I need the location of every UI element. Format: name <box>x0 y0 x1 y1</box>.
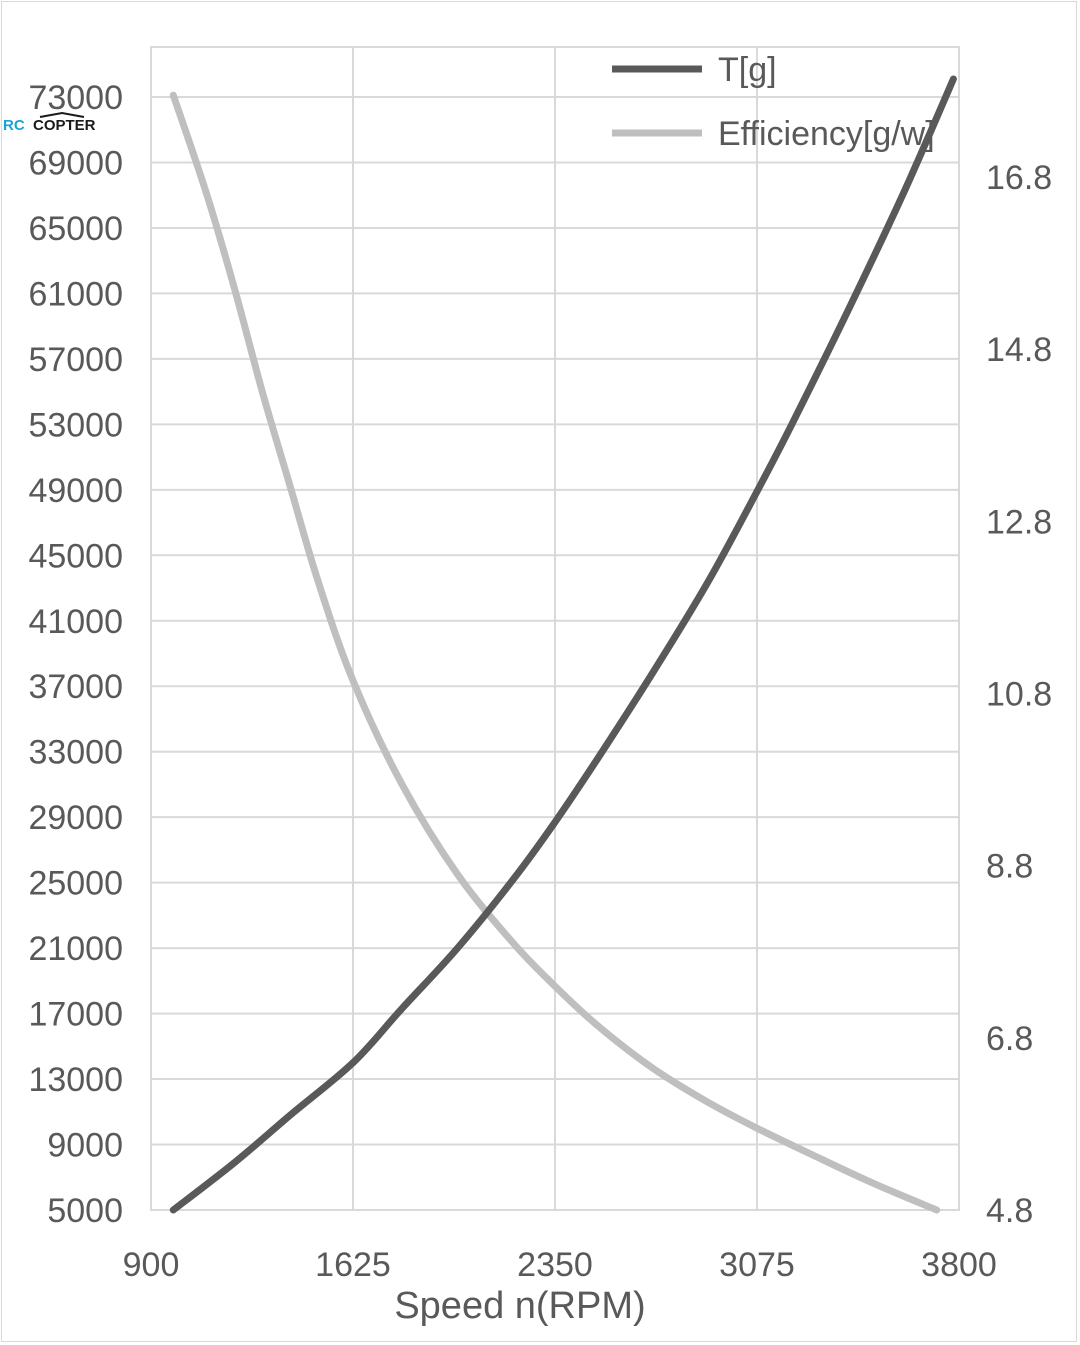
watermark-drone-icon <box>39 111 85 118</box>
legend: T[g] Efficiency[g/w] <box>612 51 935 153</box>
y-left-tick-label: 21000 <box>28 930 123 968</box>
y-left-tick-label: 5000 <box>47 1192 123 1230</box>
x-tick-label: 900 <box>123 1246 180 1284</box>
y-left-tick-label: 61000 <box>28 275 123 313</box>
y-left-tick-label: 29000 <box>28 799 123 837</box>
grid-layer <box>150 47 960 1211</box>
y-left-tick-label: 49000 <box>28 472 123 510</box>
y-right-tick-label: 16.8 <box>986 159 1052 197</box>
y-right-axis-ticks: 4.8 6.8 8.8 10.8 12.8 14.8 16.8 <box>986 159 1052 1230</box>
y-right-tick-label: 4.8 <box>986 1192 1033 1230</box>
x-tick-label: 3075 <box>719 1246 795 1284</box>
watermark-copter: COPTER <box>33 117 96 134</box>
y-left-tick-label: 65000 <box>28 210 123 248</box>
y-left-tick-label: 37000 <box>28 668 123 706</box>
series-layer <box>169 75 957 1214</box>
y-left-tick-label: 17000 <box>28 996 123 1034</box>
plot-area <box>150 46 960 1211</box>
y-right-tick-label: 10.8 <box>986 676 1052 714</box>
y-left-tick-label: 69000 <box>28 144 123 182</box>
x-axis-title: Speed n(RPM) <box>394 1285 645 1327</box>
x-tick-label: 2350 <box>517 1246 593 1284</box>
y-right-tick-label: 12.8 <box>986 503 1052 541</box>
x-tick-label: 3800 <box>921 1246 997 1284</box>
y-right-tick-label: 14.8 <box>986 331 1052 369</box>
legend-label-thrust: T[g] <box>718 51 777 89</box>
y-right-tick-label: 6.8 <box>986 1020 1033 1058</box>
y-left-tick-label: 25000 <box>28 865 123 903</box>
y-left-tick-label: 53000 <box>28 406 123 444</box>
y-left-axis-ticks: 5000 9000 13000 17000 21000 25000 29000 33000 37… <box>28 79 123 1230</box>
y-left-tick-label: 73000 <box>28 79 123 117</box>
y-left-tick-label: 9000 <box>47 1127 123 1165</box>
watermark-logo: RC COPTER <box>3 111 96 134</box>
y-left-tick-label: 13000 <box>28 1061 123 1099</box>
watermark-rc: RC <box>3 117 25 134</box>
series-line-thrust <box>169 75 957 1214</box>
y-left-tick-label: 33000 <box>28 734 123 772</box>
x-tick-label: 1625 <box>315 1246 391 1284</box>
y-right-tick-label: 8.8 <box>986 848 1033 886</box>
y-left-tick-label: 45000 <box>28 537 123 575</box>
y-left-tick-label: 57000 <box>28 341 123 379</box>
x-axis-ticks: 900 1625 2350 3075 3800 <box>123 1246 997 1284</box>
y-left-tick-label: 41000 <box>28 603 123 641</box>
series-line-efficiency <box>169 91 941 1214</box>
legend-label-efficiency: Efficiency[g/w] <box>718 115 935 153</box>
